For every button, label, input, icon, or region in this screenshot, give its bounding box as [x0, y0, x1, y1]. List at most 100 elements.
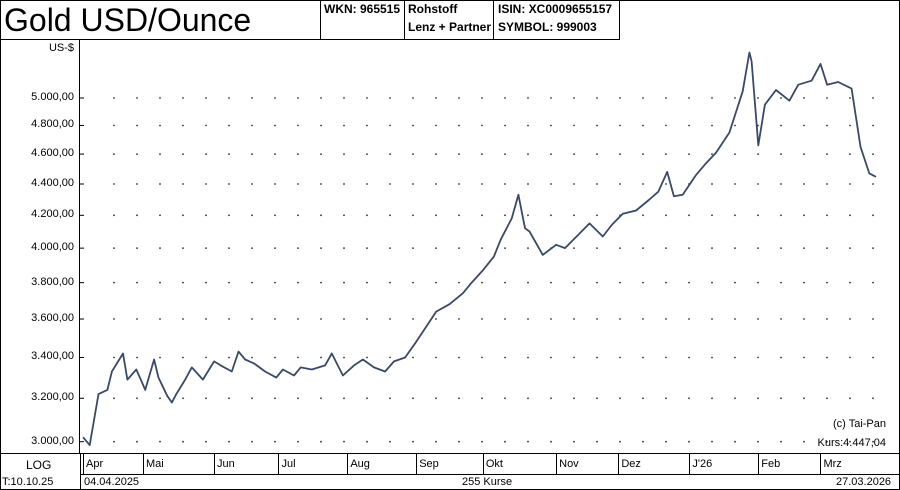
grid-dot — [113, 97, 115, 99]
symbol-label: SYMBOL: 999003 — [498, 20, 597, 34]
y-tick-label: 3.000,00 — [31, 434, 74, 447]
grid-dot — [205, 397, 207, 400]
month-separator — [214, 454, 216, 475]
grid-dot — [642, 97, 644, 99]
grid-dot — [504, 214, 506, 217]
y-tick-label: 5.000,00 — [31, 90, 74, 103]
grid-dot — [366, 247, 368, 250]
x-axis-divider — [80, 474, 900, 475]
grid-dot — [228, 397, 230, 400]
grid-dot — [665, 124, 667, 127]
month-separator — [347, 454, 349, 475]
grid-dot — [527, 153, 529, 155]
grid-dot — [849, 318, 851, 320]
grid-dot — [389, 356, 391, 359]
y-tick-label: 4.400,00 — [31, 176, 74, 189]
grid-dot — [780, 124, 782, 127]
grid-dot — [573, 183, 575, 185]
grid-dot — [688, 124, 690, 127]
grid-dot — [504, 397, 506, 400]
grid-dot — [872, 440, 874, 443]
grid-dot — [849, 397, 851, 400]
grid-dot — [136, 97, 138, 99]
grid-dot — [343, 281, 345, 284]
month-separator — [758, 454, 760, 475]
grid-dot — [872, 281, 874, 284]
grid-dot — [458, 97, 460, 99]
month-label: Okt — [485, 458, 503, 470]
grid-dot — [366, 183, 368, 185]
grid-dot — [343, 397, 345, 400]
grid-dot — [136, 247, 138, 250]
grid-dot — [389, 214, 391, 217]
grid-dot — [596, 281, 598, 284]
grid-dot — [803, 318, 805, 320]
grid-dot — [113, 397, 115, 400]
grid-dot — [205, 281, 207, 284]
grid-dot — [481, 356, 483, 359]
month-separator — [83, 454, 84, 475]
grid-dot — [297, 440, 299, 443]
left-divider — [80, 453, 81, 490]
grid-dot — [734, 318, 736, 320]
grid-dot — [412, 356, 414, 359]
month-separator — [820, 454, 822, 475]
grid-dot — [527, 247, 529, 250]
grid-dot — [458, 318, 460, 320]
grid-dot — [343, 440, 345, 443]
grid-dot — [458, 214, 460, 217]
grid-dot — [711, 183, 713, 185]
isin-cell: ISIN: XC0009655157 SYMBOL: 999003 — [494, 0, 620, 40]
grid-dot — [297, 214, 299, 217]
grid-dot — [297, 397, 299, 400]
grid-dot — [803, 97, 805, 99]
grid-dot — [458, 183, 460, 185]
grid-dot — [780, 318, 782, 320]
grid-dot — [481, 440, 483, 443]
grid-dot — [665, 281, 667, 284]
grid-dot — [481, 247, 483, 250]
grid-dot — [527, 97, 529, 99]
grid-dot — [389, 183, 391, 185]
grid-dot — [343, 183, 345, 185]
grid-dot — [481, 318, 483, 320]
grid-dot — [251, 356, 253, 359]
grid-dot — [159, 214, 161, 217]
grid-dot — [803, 214, 805, 217]
month-separator — [416, 454, 418, 475]
grid-dot — [596, 124, 598, 127]
grid-dot — [458, 356, 460, 359]
grid-dot — [366, 397, 368, 400]
grid-dot — [872, 153, 874, 155]
grid-dot — [205, 214, 207, 217]
grid-dot — [435, 356, 437, 359]
grid-dot — [389, 440, 391, 443]
grid-dot — [734, 356, 736, 359]
grid-dot — [780, 97, 782, 99]
grid-dot — [550, 124, 552, 127]
grid-dot — [803, 124, 805, 127]
grid-dot — [849, 281, 851, 284]
grid-dot — [826, 440, 828, 443]
month-label: Sep — [419, 458, 439, 470]
grid-dot — [274, 124, 276, 127]
grid-dot — [803, 153, 805, 155]
grid-dot — [734, 153, 736, 155]
grid-dot — [573, 281, 575, 284]
grid-dot — [297, 356, 299, 359]
grid-dot — [849, 214, 851, 217]
grid-dot — [228, 440, 230, 443]
gold-price-line — [82, 51, 877, 446]
grid-dot — [527, 356, 529, 359]
y-tick-label: 3.400,00 — [31, 350, 74, 363]
grid-dot — [780, 440, 782, 443]
y-axis-unit: US-$ — [48, 42, 74, 54]
grid-dot — [343, 124, 345, 127]
grid-dot — [757, 318, 759, 320]
grid-dot — [274, 397, 276, 400]
grid-dot — [412, 124, 414, 127]
grid-dot — [136, 183, 138, 185]
grid-dot — [205, 440, 207, 443]
grid-dot — [182, 124, 184, 127]
grid-dot — [205, 318, 207, 320]
